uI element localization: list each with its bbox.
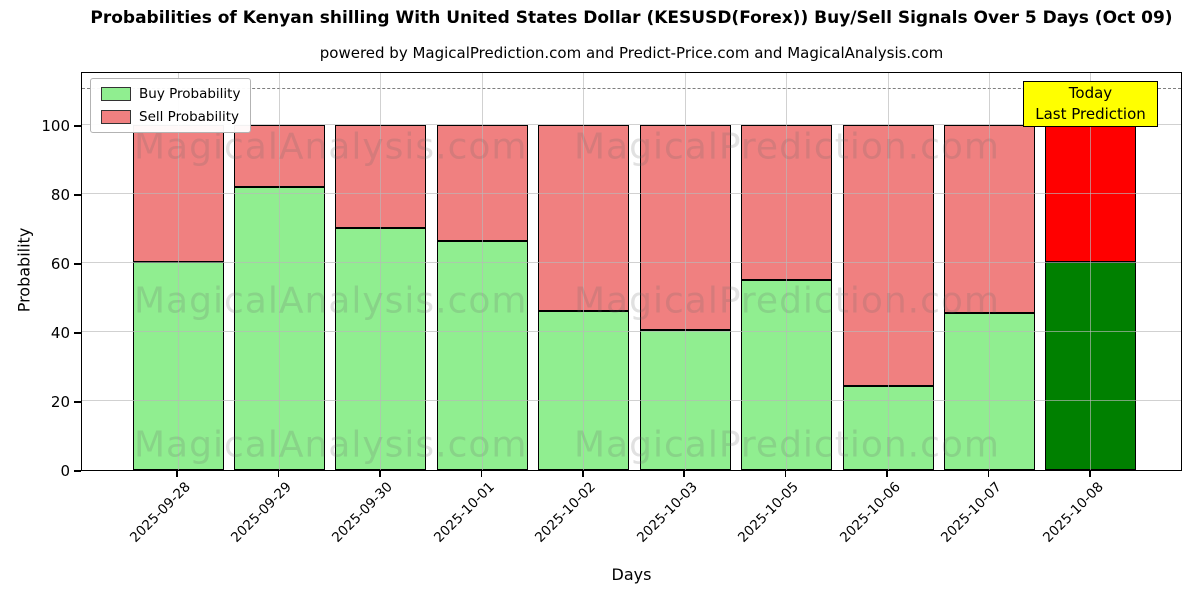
legend-label-sell: Sell Probability bbox=[139, 109, 240, 125]
x-tick-2025-10-02 bbox=[582, 471, 584, 477]
buy-segment-2025-10-05 bbox=[742, 279, 832, 469]
sell-segment-2025-10-06 bbox=[843, 126, 933, 386]
x-tick-2025-10-06 bbox=[886, 471, 888, 477]
y-tick-label-0: 0 bbox=[60, 462, 70, 480]
legend-item-sell: Sell Probability bbox=[101, 109, 240, 125]
bar-2025-09-28 bbox=[132, 125, 224, 470]
sell-segment-2025-09-30 bbox=[336, 126, 426, 227]
y-tick-0 bbox=[74, 470, 81, 472]
buy-segment-2025-10-06 bbox=[843, 385, 933, 469]
sell-segment-2025-09-29 bbox=[234, 126, 324, 186]
y-tick-60 bbox=[74, 263, 81, 265]
x-tick-label-2025-09-29: 2025-09-29 bbox=[227, 479, 295, 546]
y-tick-100 bbox=[74, 125, 81, 127]
x-tick-label-2025-10-03: 2025-10-03 bbox=[633, 479, 701, 546]
buy-segment-2025-09-30 bbox=[336, 226, 426, 469]
legend-label-buy: Buy Probability bbox=[139, 86, 241, 102]
x-tick-2025-10-03 bbox=[683, 471, 685, 477]
dashed-threshold-line bbox=[82, 87, 1181, 89]
y-tick-20 bbox=[74, 401, 81, 403]
today-annotation-line1: Today bbox=[1068, 84, 1113, 102]
y-tick-40 bbox=[74, 332, 81, 334]
x-tick-label-2025-10-01: 2025-10-01 bbox=[430, 479, 498, 546]
bar-2025-10-03 bbox=[639, 125, 731, 470]
y-tick-label-100: 100 bbox=[41, 117, 70, 135]
bar-2025-10-07 bbox=[944, 125, 1036, 470]
sell-swatch-icon bbox=[101, 110, 131, 124]
sell-segment-2025-10-07 bbox=[945, 126, 1035, 312]
x-axis-label: Days bbox=[611, 565, 652, 584]
y-tick-label-40: 40 bbox=[50, 324, 70, 342]
x-tick-2025-10-05 bbox=[784, 471, 787, 477]
bar-2025-10-05 bbox=[741, 125, 833, 470]
x-tick-label-2025-10-05: 2025-10-05 bbox=[735, 479, 802, 546]
buy-segment-2025-10-03 bbox=[640, 328, 730, 469]
buy-segment-2025-09-28 bbox=[133, 260, 223, 469]
buy-segment-2025-10-08 bbox=[1046, 260, 1136, 469]
bar-2025-10-02 bbox=[538, 125, 630, 470]
x-tick-2025-09-30 bbox=[379, 471, 381, 477]
sell-segment-2025-10-08 bbox=[1046, 126, 1136, 261]
sell-segment-2025-10-05 bbox=[742, 126, 832, 280]
chart-subtitle: powered by MagicalPrediction.com and Pre… bbox=[319, 44, 944, 62]
buy-segment-2025-10-02 bbox=[539, 310, 629, 469]
y-tick-label-60: 60 bbox=[50, 255, 70, 273]
x-tick-2025-09-28 bbox=[176, 471, 178, 477]
sell-segment-2025-10-01 bbox=[437, 126, 527, 241]
today-annotation-box: Today Last Prediction bbox=[1023, 81, 1158, 127]
buy-segment-2025-10-07 bbox=[945, 311, 1035, 469]
buy-segment-2025-10-01 bbox=[437, 240, 527, 469]
sell-segment-2025-09-28 bbox=[133, 126, 223, 261]
bar-2025-10-01 bbox=[436, 125, 528, 470]
x-tick-2025-10-07 bbox=[987, 471, 990, 477]
x-tick-2025-10-08 bbox=[1089, 471, 1091, 477]
y-tick-label-20: 20 bbox=[50, 393, 70, 411]
x-tick-2025-09-29 bbox=[277, 471, 280, 477]
bar-2025-09-30 bbox=[335, 125, 427, 470]
x-tick-label-2025-09-30: 2025-09-30 bbox=[329, 479, 397, 546]
chart-title: Probabilities of Kenyan shilling With Un… bbox=[90, 8, 1173, 28]
legend: Buy Probability Sell Probability bbox=[90, 78, 252, 133]
x-tick-label-2025-10-08: 2025-10-08 bbox=[1039, 479, 1107, 546]
bar-2025-10-08 bbox=[1045, 125, 1137, 470]
sell-segment-2025-10-03 bbox=[640, 126, 730, 329]
x-tick-label-2025-10-07: 2025-10-07 bbox=[938, 479, 1005, 546]
today-annotation-line2: Last Prediction bbox=[1035, 105, 1146, 123]
y-axis-label: Probability bbox=[14, 227, 34, 313]
plot-area: MagicalAnalysis.com MagicalPrediction.com… bbox=[81, 72, 1182, 471]
x-tick-label-2025-09-28: 2025-09-28 bbox=[126, 479, 194, 546]
x-tick-2025-10-01 bbox=[480, 471, 483, 477]
sell-segment-2025-10-02 bbox=[539, 126, 629, 311]
y-tick-80 bbox=[74, 194, 81, 196]
x-tick-label-2025-10-02: 2025-10-02 bbox=[532, 479, 600, 546]
x-tick-label-2025-10-06: 2025-10-06 bbox=[836, 479, 904, 546]
buy-swatch-icon bbox=[101, 87, 131, 101]
bar-2025-10-06 bbox=[842, 125, 934, 470]
buy-segment-2025-09-29 bbox=[234, 185, 324, 469]
y-tick-label-80: 80 bbox=[50, 186, 70, 204]
legend-item-buy: Buy Probability bbox=[101, 86, 240, 102]
bar-2025-09-29 bbox=[233, 125, 325, 470]
